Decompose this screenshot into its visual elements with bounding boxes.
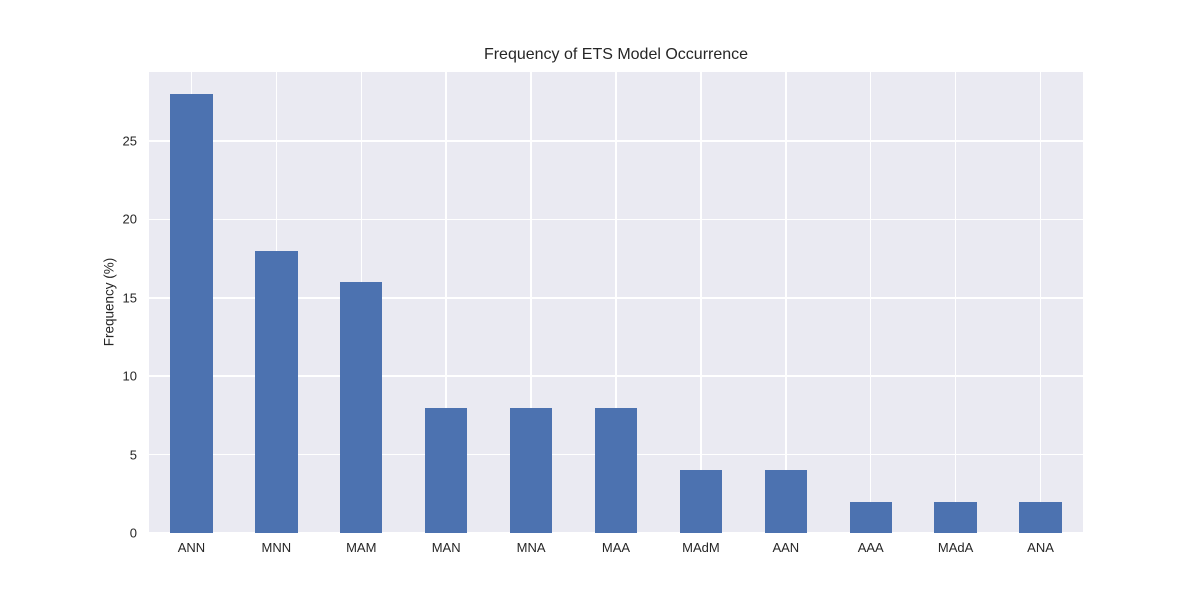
bar-AAA (849, 501, 892, 533)
x-tick-label-AAN: AAN (772, 540, 800, 555)
x-tick-label-MAdM: MAdM (682, 540, 720, 555)
gridline-vertical (615, 72, 617, 533)
x-tick-label-MAN: MAN (431, 540, 461, 555)
bar-MNA (509, 407, 553, 533)
gridline-vertical (445, 72, 447, 533)
y-tick-label: 20 (122, 211, 137, 227)
x-tick-label-ANA: ANA (1027, 540, 1054, 555)
plot-area (149, 72, 1083, 534)
bar-MAA (594, 407, 638, 533)
gridline-vertical (700, 72, 702, 533)
gridline-horizontal (149, 532, 1083, 534)
bar-MAM (340, 282, 383, 533)
gridline-vertical (869, 72, 872, 533)
bar-MAdM (679, 470, 723, 533)
x-tick-labels: ANN MNN MAM MAN MNA MAA MAdM AAN AAA MAdA ANA (149, 540, 1083, 560)
y-tick-label: 10 (122, 368, 137, 384)
y-tick-label: 25 (122, 133, 137, 149)
bar-MAN (424, 407, 468, 533)
bar-MNN (255, 250, 298, 533)
y-tick-labels: 0 5 10 15 20 25 (0, 72, 137, 540)
x-tick-label-MAM: MAM (346, 540, 377, 555)
y-tick-label: 0 (129, 525, 137, 541)
gridline-vertical (1039, 72, 1042, 533)
x-tick-label-MAdA: MAdA (937, 540, 974, 555)
bar-ANA (1019, 501, 1062, 533)
gridline-vertical (954, 72, 957, 533)
x-tick-label-MNA: MNA (516, 540, 546, 555)
bar-ANN (170, 93, 213, 533)
bar-MAdA (934, 501, 977, 533)
chart-title: Frequency of ETS Model Occurrence (483, 46, 749, 63)
x-tick-label-AAA: AAA (857, 540, 884, 555)
bar-AAN (764, 470, 808, 533)
y-tick-label: 5 (129, 447, 137, 463)
x-tick-label-ANN: ANN (177, 540, 206, 555)
gridline-vertical (785, 72, 787, 533)
x-tick-label-MNN: MNN (261, 540, 292, 555)
x-tick-label-MAA: MAA (601, 540, 631, 555)
y-tick-label: 15 (122, 290, 137, 306)
gridline-vertical (530, 72, 532, 533)
